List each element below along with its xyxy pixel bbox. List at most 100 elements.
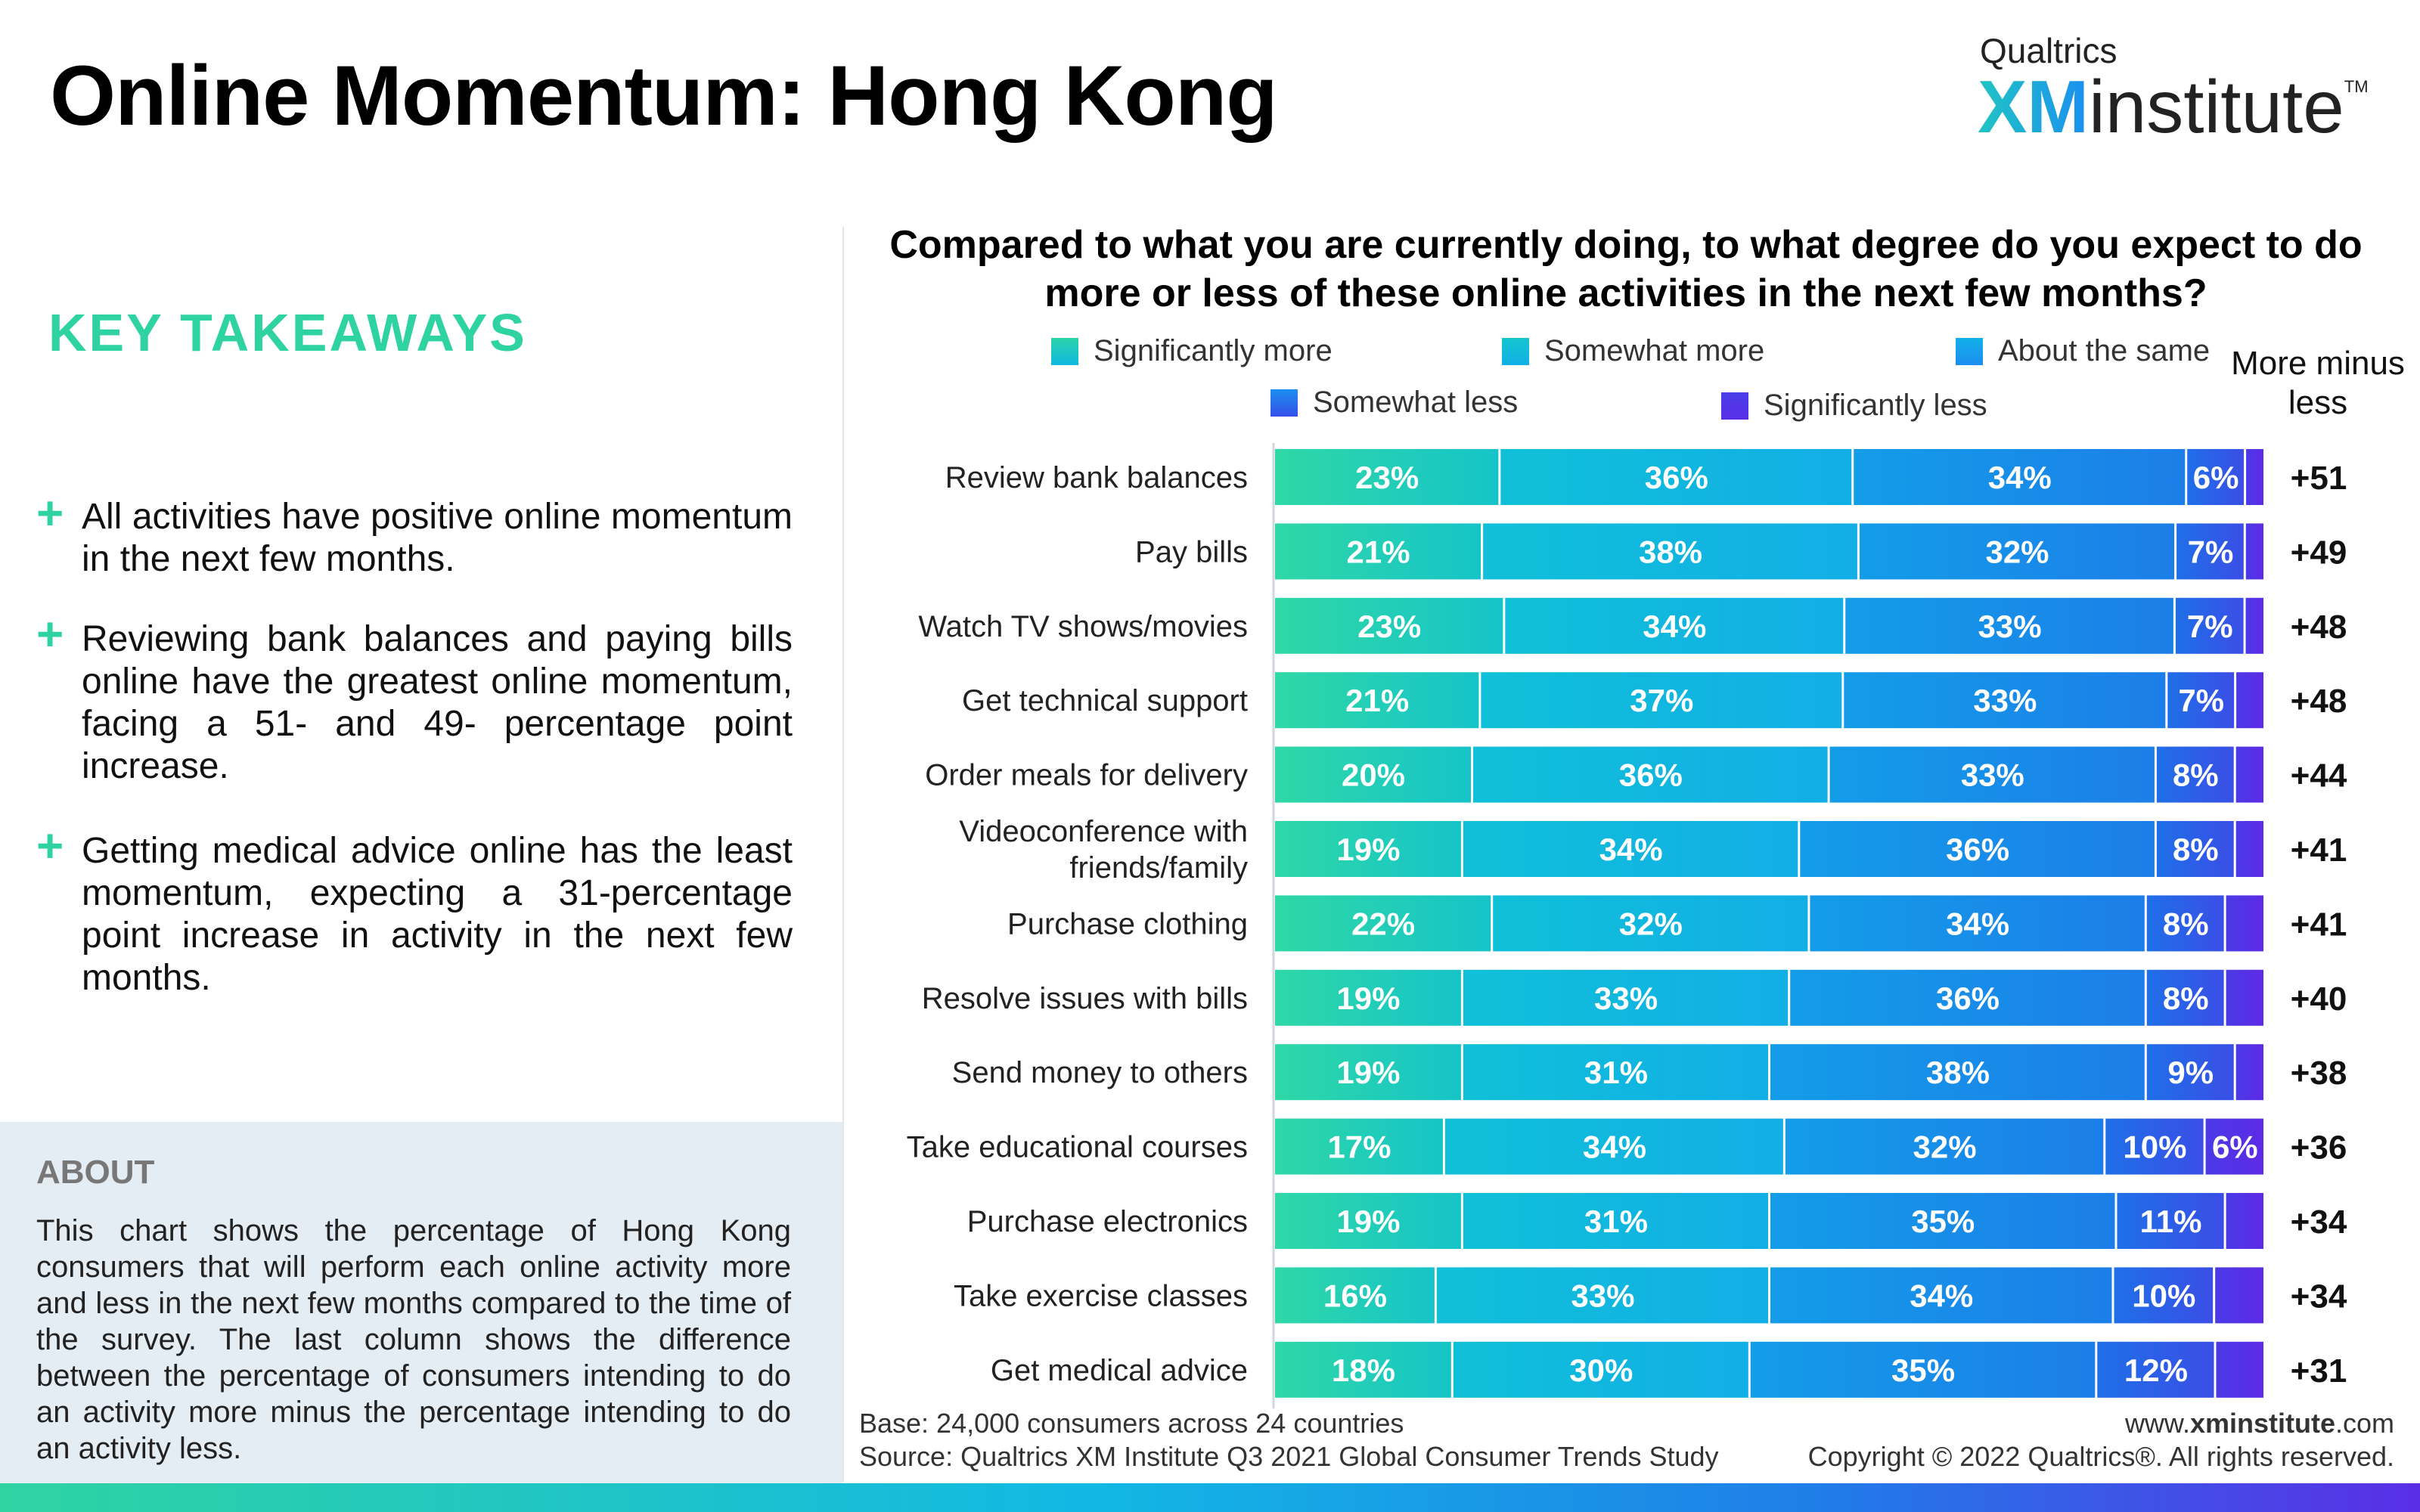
bar-segment (1463, 1044, 1768, 1101)
bar-segment (2235, 821, 2263, 877)
bar-value-label: 34% (1643, 609, 1706, 644)
bar-segment (1275, 449, 1499, 505)
bar-value-label: 33% (1571, 1278, 1634, 1313)
category-label: Pay bills (1135, 535, 1248, 569)
legend-item-significantly-less: Significantly less (1721, 389, 1987, 423)
bar-segment (2205, 1118, 2263, 1175)
footer-url: www.xminstitute.com (2125, 1408, 2394, 1439)
bar-value-label: 33% (1961, 758, 2024, 793)
legend-label: About the same (1998, 334, 2211, 367)
bar-value-label: 23% (1355, 460, 1419, 495)
legend-swatch (1956, 337, 1983, 365)
bar-value-label: 10% (2123, 1129, 2186, 1165)
bar-segment (1463, 821, 1798, 877)
legend-swatch (1051, 337, 1078, 365)
more-minus-less-value: +48 (2291, 609, 2347, 646)
bar-segment (2167, 672, 2235, 729)
brand-gradient-bar (0, 1483, 2420, 1512)
bar-value-label: 7% (2188, 534, 2234, 569)
bar-segment (2226, 895, 2263, 952)
legend-swatch (1270, 389, 1298, 417)
bar-value-label: 17% (1327, 1129, 1391, 1165)
bar-segment (1275, 1341, 1451, 1398)
category-label: Purchase electronics (967, 1205, 1248, 1238)
bar-value-label: 38% (1639, 534, 1702, 569)
bar-value-label: 19% (1336, 981, 1400, 1016)
bar-value-label: 34% (1988, 460, 2052, 495)
brand-logo: XMinstituteTM (1978, 70, 2369, 144)
category-label: Send money to others (952, 1056, 1248, 1089)
bar-segment (2215, 1267, 2263, 1324)
bar-value-label: 8% (2163, 981, 2209, 1016)
about-panel (0, 1122, 842, 1485)
bar-value-label: 21% (1345, 683, 1409, 718)
bar-segment (1275, 1267, 1435, 1324)
bar-value-label: 34% (1599, 832, 1663, 867)
bar-segment (2216, 1341, 2263, 1398)
bar-segment (1770, 1193, 2115, 1249)
category-label: Take exercise classes (954, 1279, 1248, 1312)
page-title: Online Momentum: Hong Kong (50, 48, 1278, 143)
bar-value-label: 37% (1630, 683, 1693, 718)
bar-value-label: 32% (1913, 1129, 1977, 1165)
brand-trademark: TM (2344, 77, 2369, 96)
more-minus-less-value: +34 (2291, 1278, 2347, 1315)
bar-segment (1829, 746, 2155, 803)
bar-value-label: 34% (1946, 906, 2009, 941)
legend-item-about-same: About the same (1956, 334, 2210, 368)
about-heading: ABOUT (36, 1154, 155, 1191)
bar-value-label: 31% (1584, 1055, 1648, 1090)
legend-item-somewhat-more: Somewhat more (1502, 334, 1764, 368)
bar-segment (1859, 523, 2175, 580)
bar-segment (2175, 597, 2244, 654)
bar-segment (1854, 449, 2186, 505)
bar-segment (1800, 821, 2155, 877)
bar-value-label: 35% (1891, 1352, 1955, 1388)
bar-segment (2156, 821, 2234, 877)
bar-value-label: 36% (1645, 460, 1708, 495)
category-label: Watch TV shows/movies (918, 610, 1248, 643)
bar-segment (1845, 597, 2173, 654)
category-label: Videoconference with friends/family (959, 815, 1248, 885)
bar-value-label: 34% (1583, 1129, 1646, 1165)
bar-segment (2176, 523, 2244, 580)
bar-segment (1481, 672, 1842, 729)
legend-label: Significantly more (1094, 334, 1333, 367)
bar-segment (1275, 1118, 1443, 1175)
bar-value-label: 23% (1357, 609, 1421, 644)
bar-segment (1785, 1118, 2104, 1175)
legend-item-somewhat-less: Somewhat less (1270, 386, 1518, 420)
bar-segment (1505, 597, 1844, 654)
bar-value-label: 34% (1910, 1278, 1973, 1313)
bar-segment (1453, 1341, 1748, 1398)
bar-segment (1275, 1193, 1461, 1249)
bar-value-label: 16% (1323, 1278, 1387, 1313)
bar-value-label: 11% (2140, 1204, 2202, 1239)
diff-column-header: More minus less (2231, 345, 2405, 421)
bar-segment (2146, 895, 2224, 952)
bar-segment (2097, 1341, 2214, 1398)
bar-value-label: 36% (1619, 758, 1683, 793)
bar-segment (2245, 597, 2263, 654)
bar-value-label: 10% (2132, 1278, 2195, 1313)
legend-item-significantly-more: Significantly more (1051, 334, 1333, 368)
bar-segment (1275, 821, 1461, 877)
legend-label: Somewhat more (1544, 334, 1765, 367)
more-minus-less-value: +36 (2291, 1129, 2347, 1167)
bar-segment (2226, 969, 2263, 1026)
bar-value-label: 19% (1336, 1204, 1400, 1239)
bar-value-label: 8% (2163, 906, 2209, 941)
plus-icon: + (36, 609, 64, 661)
footer-url-bold: xminstitute (2189, 1408, 2335, 1439)
footer-url-prefix: www. (2124, 1408, 2190, 1439)
footer-base: Base: 24,000 consumers across 24 countri… (859, 1408, 1404, 1439)
category-label: Get technical support (962, 684, 1248, 717)
brand-company: Qualtrics (1980, 31, 2118, 70)
bar-value-label: 21% (1347, 534, 1410, 569)
more-minus-less-value: +49 (2291, 534, 2347, 571)
bar-segment (1275, 597, 1503, 654)
category-label: Order meals for delivery (925, 759, 1248, 792)
category-label: Resolve issues with bills (922, 982, 1248, 1015)
bar-segment (1444, 1118, 1783, 1175)
